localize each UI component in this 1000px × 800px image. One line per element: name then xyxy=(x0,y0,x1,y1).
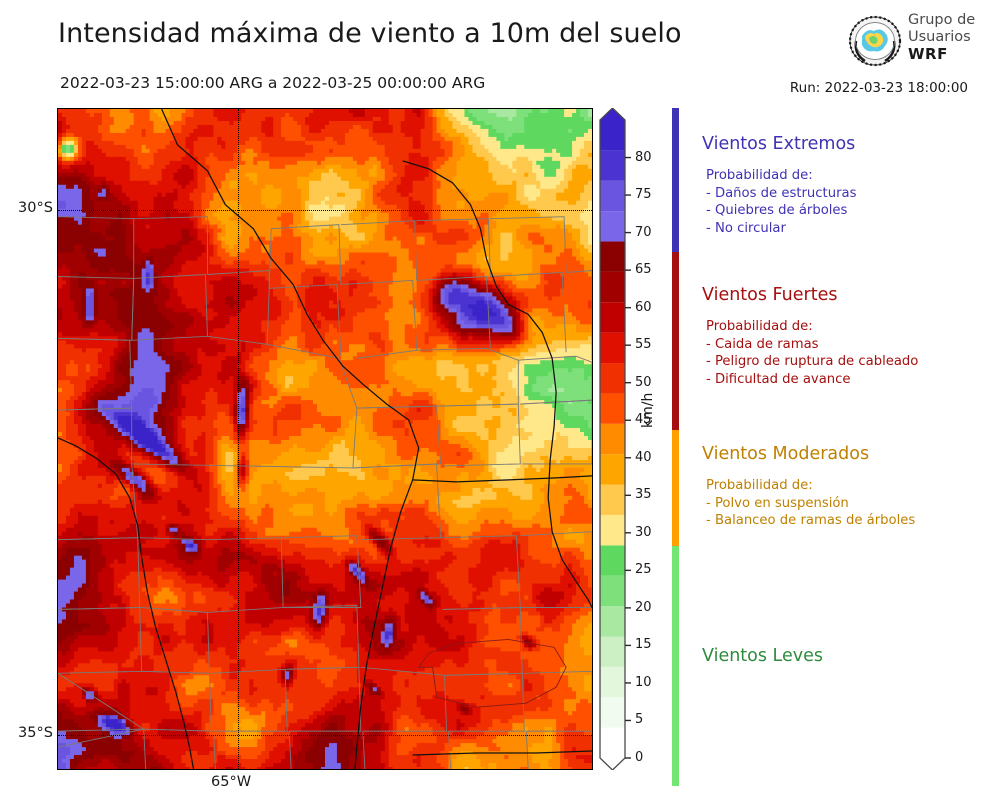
map-field-canvas xyxy=(58,109,592,769)
legend-detail-line: - Dificultad de avance xyxy=(706,371,851,387)
legend-section: Vientos Extremos Probabilidad de: - Daños … xyxy=(702,134,992,237)
legend-section-title: Vientos Fuertes xyxy=(702,285,838,305)
colorbar[interactable]: 0 5 10 15 20 25 30 35 40 45 50 55 60 65 70 75 80 xyxy=(598,108,660,770)
graticule-line-65W xyxy=(238,109,239,769)
legend-detail-line: - No circular xyxy=(706,220,786,236)
colorbar-tick-label: 80 xyxy=(635,149,652,165)
logo-line-3: WRF xyxy=(908,45,948,63)
legend-detail-line: - Caida de ramas xyxy=(706,336,819,352)
run-timestamp-label: Run: 2022-03-23 18:00:00 xyxy=(789,80,968,96)
colorbar-tick-label: 75 xyxy=(635,187,652,203)
legend-section-details: Probabilidad de: - Daños de estructuras - … xyxy=(702,167,992,237)
legend-detail-line: Probabilidad de: xyxy=(706,168,813,183)
wind-category-legend: Vientos Extremos Probabilidad de: - Daños … xyxy=(672,108,992,788)
colorbar-tick-label: 45 xyxy=(635,412,652,428)
wind-intensity-map[interactable] xyxy=(57,108,593,770)
logo-text: Grupo de Usuarios WRF xyxy=(908,12,975,63)
legend-color-bar xyxy=(672,108,679,252)
colorbar-tick-label: 15 xyxy=(635,637,652,653)
legend-section: Vientos Moderados Probabilidad de: - Polvo… xyxy=(702,444,992,530)
colorbar-tick-label: 10 xyxy=(635,674,652,690)
colorbar-tick-label: 30 xyxy=(635,524,652,540)
date-range-label: 2022-03-23 15:00:00 ARG a 2022-03-25 00:… xyxy=(60,74,486,92)
colorbar-tick-label: 25 xyxy=(635,562,652,578)
legend-detail-line: - Peligro de ruptura de cableado xyxy=(706,354,919,369)
legend-detail-line: Probabilidad de: xyxy=(706,478,813,493)
page-title: Intensidad máxima de viento a 10m del su… xyxy=(58,18,682,49)
colorbar-tick-label: 65 xyxy=(635,262,652,278)
legend-section-title: Vientos Leves xyxy=(702,646,824,666)
legend-section-title: Vientos Extremos xyxy=(702,134,856,154)
legend-detail-line: - Balanceo de ramas de árboles xyxy=(706,513,916,528)
legend-detail-line: - Polvo en suspensión xyxy=(706,495,849,511)
colorbar-tick-label: 55 xyxy=(635,337,652,353)
colorbar-tick-label: 20 xyxy=(635,599,652,615)
colorbar-tick-label: 40 xyxy=(635,449,652,465)
colorbar-tick-label: 50 xyxy=(635,374,652,390)
colorbar-gradient xyxy=(599,108,631,770)
lon-tick-label-65W: 65°W xyxy=(211,774,252,790)
logo-line-1: Grupo de xyxy=(908,12,976,28)
colorbar-tick-label: 35 xyxy=(635,487,652,503)
logo-line-2: Usuarios xyxy=(908,29,971,45)
legend-color-bar xyxy=(672,252,679,430)
legend-section: Vientos Fuertes Probabilidad de: - Caida d… xyxy=(702,285,992,388)
colorbar-unit-label: km/h xyxy=(640,392,656,428)
legend-detail-line: Probabilidad de: xyxy=(706,319,813,334)
graticule-line-35S xyxy=(58,735,592,736)
colorbar-tick-label: 0 xyxy=(635,750,644,765)
legend-section-details: Probabilidad de: - Polvo en suspensión - B… xyxy=(702,477,992,530)
legend-color-bar xyxy=(672,546,679,786)
lat-tick-label-35S: 35°S xyxy=(18,725,53,741)
wrf-user-group-logo: Grupo de Usuarios WRF xyxy=(848,12,993,72)
colorbar-tick-label: 5 xyxy=(635,712,644,728)
legend-detail-line: - Daños de estructuras xyxy=(706,185,857,201)
legend-section: Vientos Leves xyxy=(702,646,992,666)
legend-detail-line: - Quiebres de árboles xyxy=(706,203,848,218)
colorbar-tick-label: 70 xyxy=(635,224,652,240)
legend-section-title: Vientos Moderados xyxy=(702,444,870,464)
legend-color-bar xyxy=(672,430,679,546)
colorbar-tick-label: 60 xyxy=(635,299,652,315)
graticule-line-30S xyxy=(58,210,592,211)
legend-section-details: Probabilidad de: - Caida de ramas - Peligr… xyxy=(702,318,992,388)
lat-tick-label-30S: 30°S xyxy=(18,200,53,216)
globe-emblem-icon xyxy=(848,15,902,67)
